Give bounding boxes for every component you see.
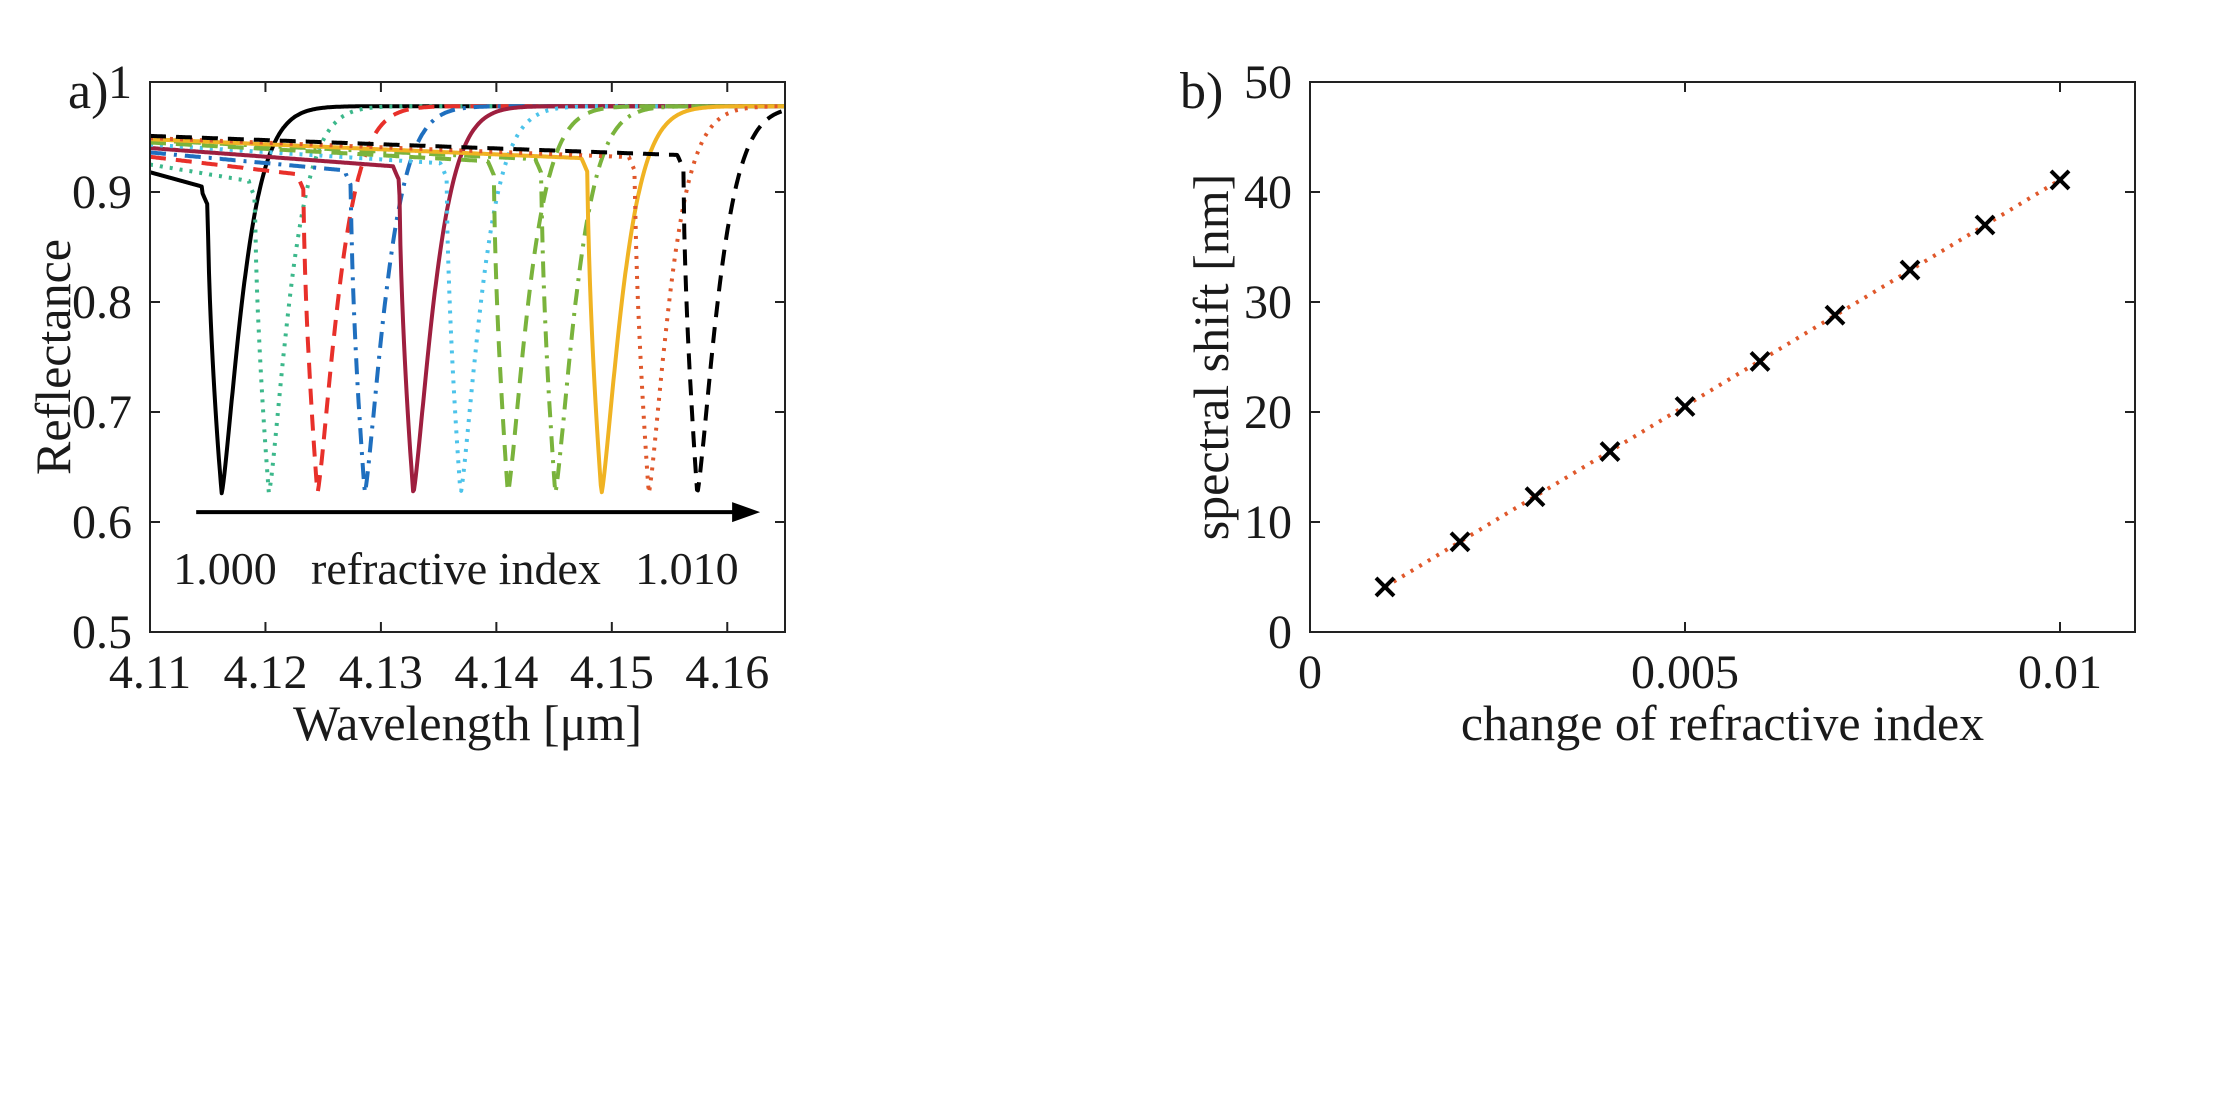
reflectance-series-line (148, 104, 787, 496)
data-point-x-marker (1749, 350, 1771, 372)
annotation-middle-label: refractive index (311, 543, 601, 594)
reflectance-x-tick-label: 4.11 (109, 646, 191, 699)
data-point-x-marker (2049, 169, 2071, 191)
panel-b-label: b) (1180, 63, 1223, 120)
spectral-shift-y-tick-label: 20 (1244, 386, 1292, 439)
spectral-shift-chart: 0 0.005 0.01 0 10 20 30 40 50 change of refracti… (1183, 56, 2136, 751)
reflectance-y-tick-label: 0.6 (72, 496, 132, 549)
spectral-shift-plot-frame (1309, 81, 2136, 633)
refractive-index-annotation: 1.000 refractive index 1.010 (173, 502, 761, 594)
data-point-x-marker (1524, 486, 1546, 508)
reflectance-x-tick-label: 4.15 (570, 646, 654, 699)
reflectance-series-line (148, 104, 787, 495)
data-point-x-marker (1899, 259, 1921, 281)
spectral-shift-x-tick-label: 0 (1298, 646, 1322, 699)
reflectance-series-group (148, 104, 787, 496)
spectral-shift-y-tick-label: 0 (1268, 606, 1292, 659)
reflectance-y-tick-label: 0.9 (72, 166, 132, 219)
reflectance-series-line (148, 104, 787, 495)
reflectance-plot-frame (149, 81, 786, 633)
reflectance-series-line (148, 104, 787, 494)
reflectance-x-tick-label: 4.12 (223, 646, 307, 699)
linear-fit-line (1383, 178, 2062, 589)
spectral-shift-y-axis-label: spectral shift [nm] (1183, 174, 1239, 541)
spectral-shift-x-tick-label: 0.005 (1631, 646, 1739, 699)
spectral-shift-x-axis-label: change of refractive index (1461, 695, 1984, 751)
spectral-shift-y-tick-label: 40 (1244, 166, 1292, 219)
annotation-end-label: 1.010 (635, 543, 739, 594)
reflectance-series-line (148, 104, 787, 494)
reflectance-x-tick-label: 4.16 (685, 646, 769, 699)
data-point-x-marker (1599, 441, 1621, 463)
arrow-head-icon (732, 502, 761, 523)
reflectance-series-line (148, 108, 787, 493)
reflectance-y-tick-label: 0.8 (72, 276, 132, 329)
reflectance-y-axis-label: Reflectance (25, 239, 81, 475)
spectral-shift-y-tick-label: 30 (1244, 276, 1292, 329)
data-point-x-marker (1374, 576, 1396, 598)
reflectance-series-line (148, 104, 787, 495)
reflectance-series-line (148, 104, 787, 493)
data-point-x-marker (1674, 396, 1696, 417)
spectral-shift-y-tick-label: 50 (1244, 56, 1292, 109)
reflectance-chart: 4.11 4.12 4.13 4.14 4.15 4.16 0.5 0.6 0.7 0.8 0.9 1… (25, 56, 787, 751)
reflectance-x-axis-label: Wavelength [μm] (293, 695, 642, 751)
reflectance-y-tick-label: 1 (108, 56, 132, 109)
reflectance-series-line (148, 104, 787, 495)
linear-fit-group (1383, 178, 2062, 589)
reflectance-series-line (148, 104, 787, 494)
spectral-shift-y-tick-label: 10 (1244, 496, 1292, 549)
data-point-x-marker (1974, 214, 1996, 236)
panel-a-label: a) (68, 63, 108, 120)
annotation-start-label: 1.000 (173, 543, 277, 594)
data-point-x-marker (1449, 531, 1471, 553)
spectral-shift-x-tick-label: 0.01 (2018, 646, 2102, 699)
spectral-shift-points (1374, 169, 2071, 598)
reflectance-x-tick-label: 4.14 (454, 646, 538, 699)
reflectance-series-line (148, 104, 787, 495)
reflectance-x-tick-label: 4.13 (339, 646, 423, 699)
spectral-shift-axis-ticks: 0 0.005 0.01 0 10 20 30 40 50 (1244, 56, 2135, 699)
data-point-x-marker (1824, 304, 1846, 326)
reflectance-y-tick-label: 0.5 (72, 606, 132, 659)
reflectance-y-tick-label: 0.7 (72, 386, 132, 439)
reflectance-axis-ticks: 4.11 4.12 4.13 4.14 4.15 4.16 0.5 0.6 0.7 0.8 0.9 1 (72, 56, 785, 699)
